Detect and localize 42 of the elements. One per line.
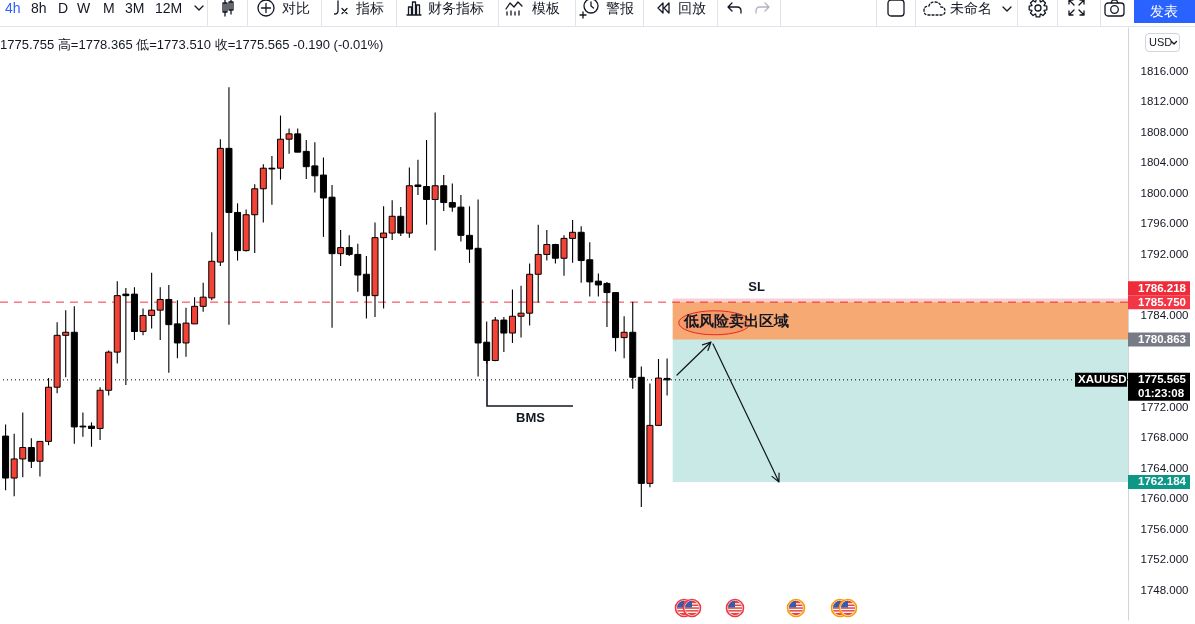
band-label: 低风险卖出区域 (683, 311, 790, 329)
text: 1762.184 (1138, 475, 1187, 488)
text: 01:23:08 (1138, 386, 1185, 399)
y-tick-label: 1752.000 (1140, 553, 1189, 566)
band-label: SL (748, 278, 766, 294)
y-tick-label: 1800.000 (1140, 186, 1189, 199)
text: 1775.755 高=1778.365 低=1773.510 收=1775.565 -0.190 (-0.01%) (0, 36, 384, 54)
y-tick-label: 1748.000 (1140, 583, 1189, 596)
text: 1775.565 (1138, 373, 1187, 386)
y-tick-label: 1784.000 (1140, 308, 1189, 321)
text: USD (1149, 35, 1173, 50)
annotation: BMS (516, 409, 545, 427)
text: 财务指标 (428, 0, 484, 17)
y-tick-label: 1796.000 (1140, 217, 1189, 230)
text: 对比 (282, 0, 310, 17)
text: 12M (155, 0, 183, 17)
y-tick-label: 1808.000 (1140, 125, 1189, 138)
y-tick-label: 1764.000 (1140, 461, 1189, 474)
ref-line-label: XAUUSD (1078, 373, 1127, 386)
text: 4h (5, 0, 21, 17)
text: D (58, 0, 69, 17)
y-tick-label: 1812.000 (1140, 95, 1189, 108)
text: M (103, 0, 115, 17)
text: 指标 (356, 0, 384, 17)
text: 发表 (1150, 2, 1178, 20)
text: W (77, 0, 91, 17)
text: 1785.750 (1138, 295, 1186, 308)
text: 3M (125, 0, 145, 17)
y-tick-label: 1772.000 (1140, 400, 1189, 413)
text: 回放 (678, 0, 706, 17)
text: 未命名 (950, 0, 992, 17)
y-tick-label: 1816.000 (1140, 64, 1189, 77)
text: 8h (31, 0, 47, 17)
text: 1780.863 (1138, 332, 1186, 345)
y-tick-label: 1804.000 (1140, 156, 1189, 169)
y-tick-label: 1760.000 (1140, 492, 1189, 505)
y-tick-label: 1756.000 (1140, 522, 1189, 535)
text: 1786.218 (1138, 281, 1187, 294)
y-tick-label: 1768.000 (1140, 431, 1189, 444)
text: 模板 (532, 0, 560, 17)
y-tick-label: 1792.000 (1140, 247, 1189, 260)
text: 警报 (606, 0, 634, 17)
